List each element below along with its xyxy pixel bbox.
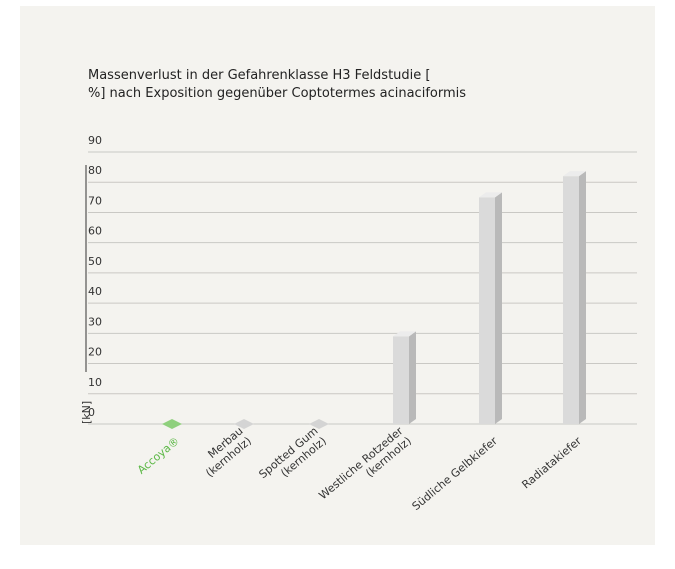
panel	[20, 6, 655, 545]
bar-side	[579, 171, 586, 424]
bar-side	[409, 331, 416, 424]
chart-title: Massenverlust in der Gefahrenklasse H3 F…	[88, 68, 430, 83]
bar-top	[563, 171, 586, 177]
bar-front	[479, 197, 495, 424]
y-tick-label: 10	[88, 376, 102, 389]
bar	[563, 171, 586, 424]
y-tick-label: 80	[88, 164, 102, 177]
y-tick-label: 90	[88, 134, 102, 147]
bar	[234, 419, 254, 429]
y-tick-label: 40	[88, 285, 102, 298]
bar-side	[495, 192, 502, 424]
bar-front	[563, 176, 579, 424]
bar	[479, 192, 502, 424]
bar	[309, 419, 329, 429]
chart-title: %] nach Exposition gegenüber Coptotermes…	[88, 86, 466, 101]
y-tick-label: 20	[88, 346, 102, 359]
y-tick-label: 70	[88, 194, 102, 207]
y-axis-label: [kN]	[80, 401, 93, 424]
bar-top	[479, 192, 502, 198]
y-tick-label: 30	[88, 315, 102, 328]
bar	[162, 419, 182, 429]
bar	[393, 331, 416, 424]
bar-front	[393, 336, 409, 424]
bar-top	[393, 331, 416, 337]
y-tick-label: 60	[88, 225, 102, 238]
y-tick-label: 50	[88, 255, 102, 268]
y-tick-label: 0	[88, 406, 95, 419]
